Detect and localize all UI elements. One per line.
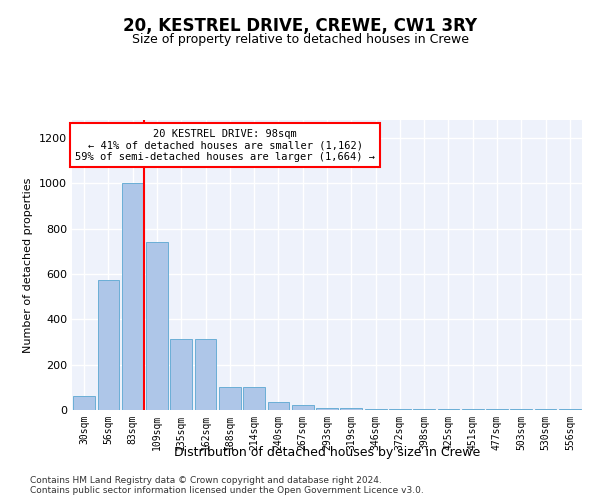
Bar xyxy=(486,409,508,410)
Bar xyxy=(511,409,532,410)
Bar xyxy=(219,388,241,410)
Bar xyxy=(73,396,95,410)
Bar xyxy=(268,402,289,410)
Bar xyxy=(122,184,143,410)
Bar xyxy=(389,409,411,410)
Bar xyxy=(535,409,556,410)
Bar xyxy=(292,406,314,410)
Bar xyxy=(97,280,119,410)
Text: Distribution of detached houses by size in Crewe: Distribution of detached houses by size … xyxy=(174,446,480,459)
Bar xyxy=(365,409,386,410)
Bar xyxy=(146,242,168,410)
Bar xyxy=(437,409,460,410)
Y-axis label: Number of detached properties: Number of detached properties xyxy=(23,178,34,352)
Bar xyxy=(194,338,217,410)
Text: 20 KESTREL DRIVE: 98sqm
← 41% of detached houses are smaller (1,162)
59% of semi: 20 KESTREL DRIVE: 98sqm ← 41% of detache… xyxy=(75,128,375,162)
Text: 20, KESTREL DRIVE, CREWE, CW1 3RY: 20, KESTREL DRIVE, CREWE, CW1 3RY xyxy=(123,18,477,36)
Bar xyxy=(559,409,581,410)
Text: Contains HM Land Registry data © Crown copyright and database right 2024.
Contai: Contains HM Land Registry data © Crown c… xyxy=(30,476,424,495)
Bar xyxy=(316,408,338,410)
Bar xyxy=(170,338,192,410)
Text: Size of property relative to detached houses in Crewe: Size of property relative to detached ho… xyxy=(131,32,469,46)
Bar xyxy=(243,388,265,410)
Bar xyxy=(340,408,362,410)
Bar xyxy=(462,409,484,410)
Bar xyxy=(413,409,435,410)
